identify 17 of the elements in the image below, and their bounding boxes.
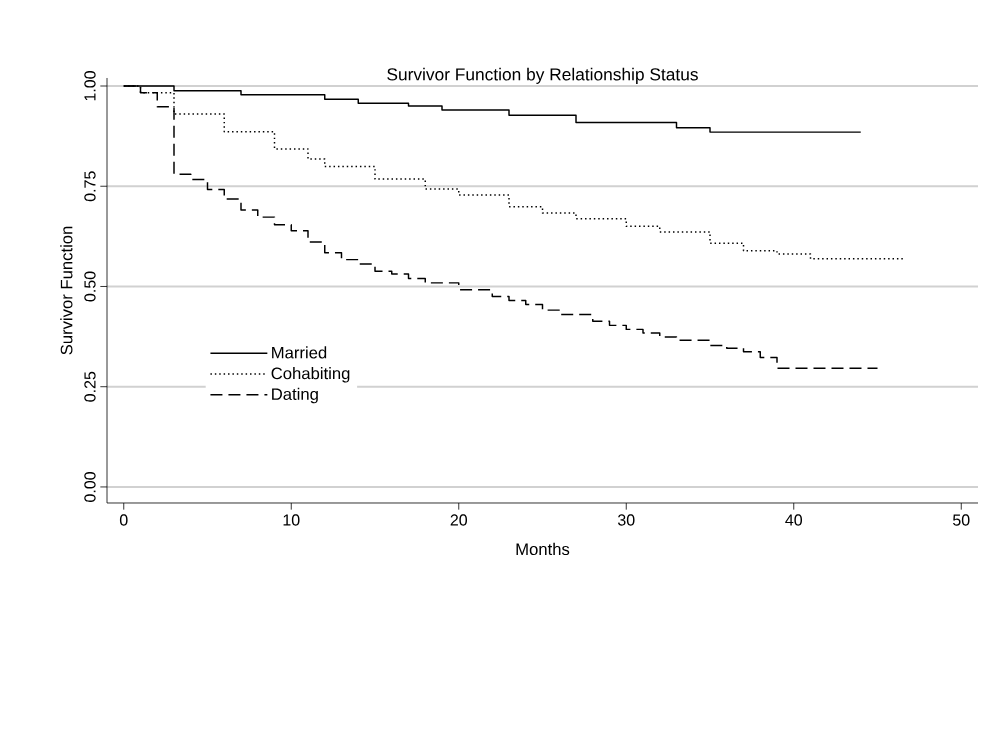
x-tick-label: 20 — [450, 514, 468, 526]
y-tick-label: 0.25 — [84, 371, 96, 402]
y-tick-label: 0.75 — [84, 171, 96, 202]
y-tick-label: 1.00 — [84, 71, 96, 101]
x-tick-label: 10 — [283, 514, 300, 526]
chart-title: Survivor Function by Relationship Status — [387, 67, 698, 84]
y-axis-title: Survivor Function — [60, 226, 73, 355]
y-tick-label: 0.00 — [84, 472, 96, 502]
x-tick-label: 30 — [617, 514, 635, 526]
legend-label: Cohabiting — [271, 367, 350, 383]
legend-label: Dating — [272, 387, 318, 404]
y-tick-label: 0.50 — [84, 271, 96, 302]
legend-label: Married — [272, 346, 327, 359]
x-tick-label: 40 — [785, 514, 803, 526]
x-tick-label: 0 — [119, 514, 128, 526]
x-axis-title: Months — [516, 542, 570, 556]
x-tick-label: 50 — [953, 514, 970, 526]
